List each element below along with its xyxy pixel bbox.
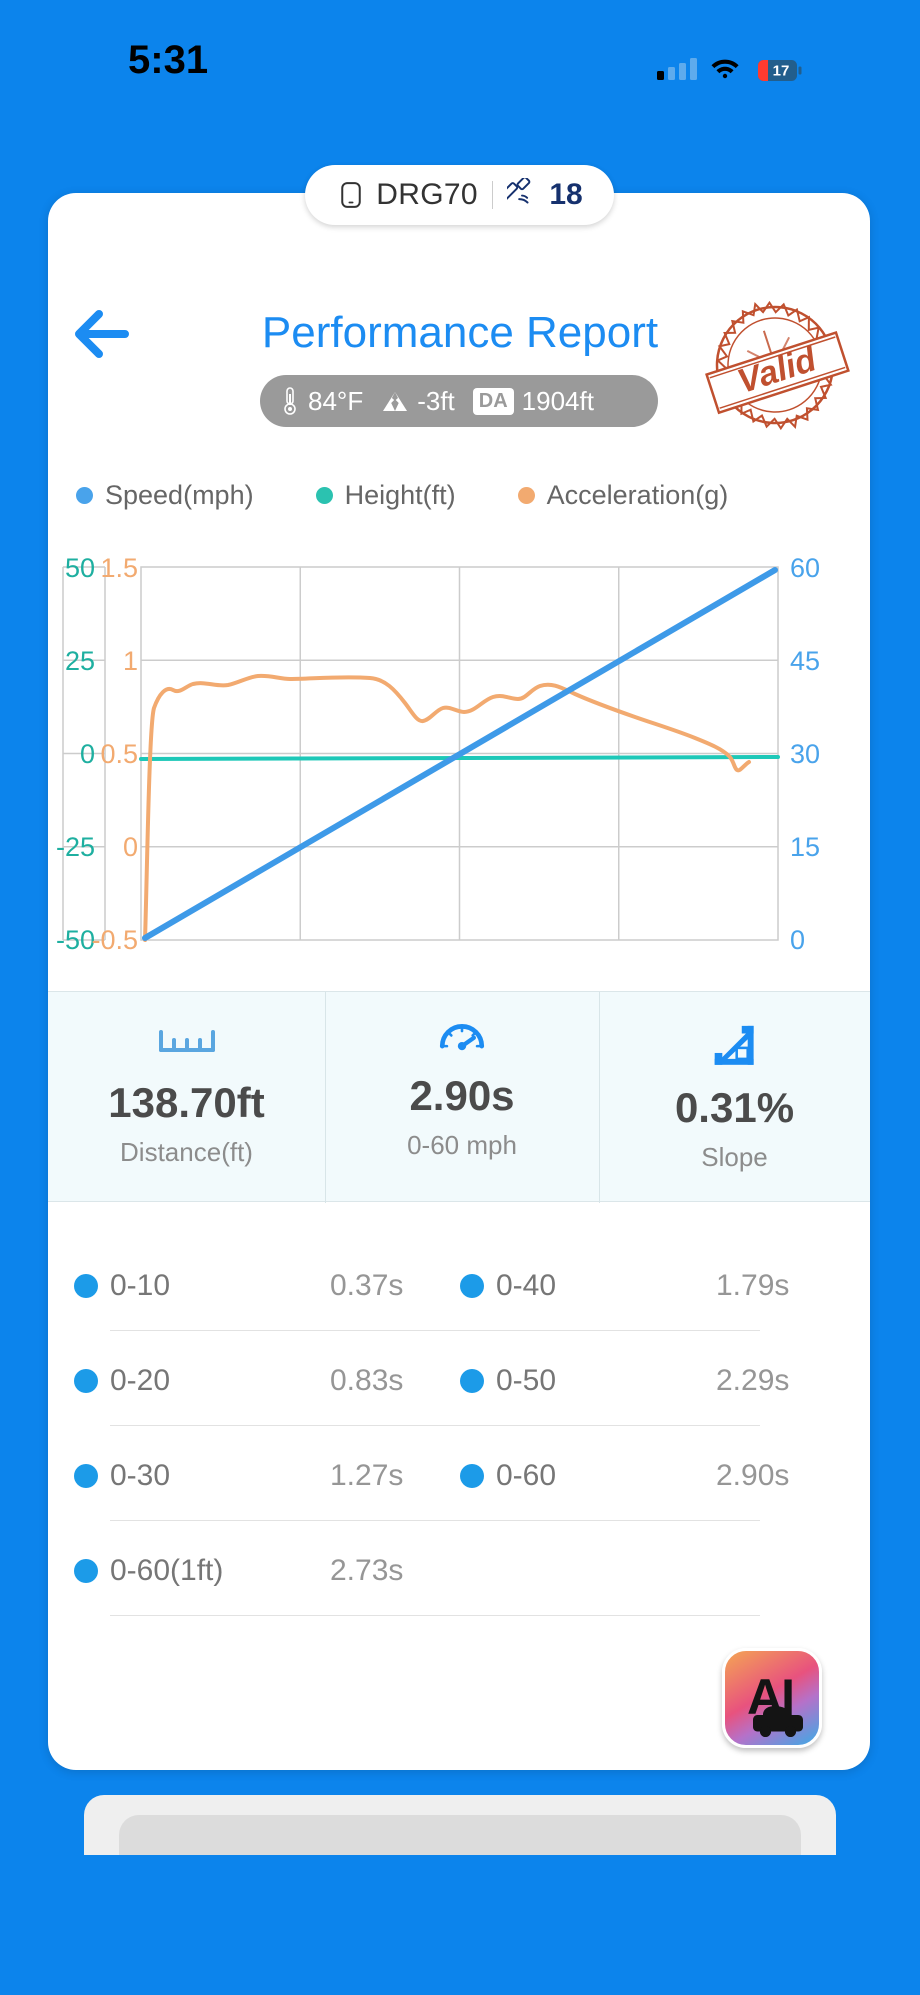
- svg-text:50: 50: [65, 553, 95, 583]
- svg-text:0: 0: [790, 925, 805, 950]
- svg-text:-50: -50: [56, 925, 95, 950]
- svg-text:25: 25: [65, 646, 95, 676]
- svg-text:-0.5: -0.5: [91, 925, 138, 950]
- svg-text:1: 1: [123, 646, 138, 676]
- svg-text:17: 17: [773, 63, 790, 80]
- svg-text:60: 60: [790, 553, 820, 583]
- svg-text:0.5: 0.5: [100, 739, 138, 769]
- svg-text:45: 45: [790, 646, 820, 676]
- svg-text:0: 0: [80, 739, 95, 769]
- svg-text:1.5: 1.5: [100, 553, 138, 583]
- svg-text:15: 15: [790, 832, 820, 862]
- svg-text:0: 0: [123, 832, 138, 862]
- svg-text:-25: -25: [56, 832, 95, 862]
- svg-text:30: 30: [790, 739, 820, 769]
